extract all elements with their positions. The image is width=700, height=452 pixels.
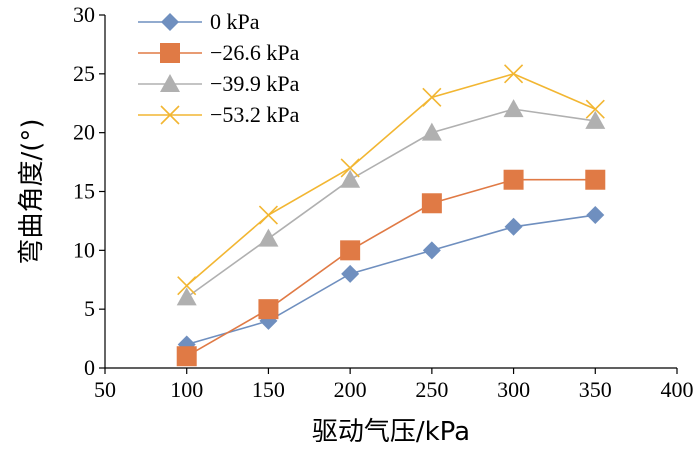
y-tick-label: 10	[73, 237, 95, 262]
data-point	[341, 264, 360, 283]
legend-marker	[160, 105, 180, 125]
x-axis-title: 驱动气压/kPa	[312, 417, 470, 447]
x-tick-label: 150	[252, 377, 285, 402]
data-point	[586, 206, 605, 225]
series-line	[186, 178, 596, 357]
data-point	[421, 193, 442, 214]
y-tick-label: 25	[73, 61, 95, 86]
data-point	[585, 99, 605, 119]
y-tick-label: 30	[73, 2, 95, 27]
x-tick-label: 400	[661, 377, 694, 402]
data-point	[422, 241, 441, 260]
series-line	[186, 108, 596, 299]
data-point	[503, 169, 524, 190]
legend-marker	[160, 43, 180, 63]
y-tick-label: 5	[84, 296, 95, 321]
series-0	[177, 206, 605, 354]
data-point	[504, 217, 523, 236]
legend: 0 kPa −26.6 kPa −39.9 kPa −53.2 kPa	[138, 9, 300, 127]
data-point	[176, 346, 197, 367]
data-point	[340, 169, 361, 188]
y-axis-ticks: 0 5 10 15 20 25 30	[73, 2, 105, 380]
legend-entry-2: −39.9 kPa	[138, 71, 300, 96]
series-line	[186, 214, 596, 346]
data-point	[176, 287, 197, 306]
legend-entry-1: −26.6 kPa	[138, 40, 300, 65]
x-axis-ticks: 50 100 150 200 250 300 350 400	[94, 368, 694, 402]
data-point	[258, 299, 279, 320]
data-point	[585, 110, 606, 129]
series-2	[176, 99, 606, 306]
legend-marker	[161, 13, 179, 31]
data-point	[177, 276, 197, 296]
x-tick-label: 300	[497, 377, 530, 402]
legend-marker	[160, 74, 180, 92]
data-point	[585, 169, 606, 190]
legend-label: 0 kPa	[210, 9, 260, 34]
x-tick-label: 50	[94, 377, 116, 402]
series-line	[186, 72, 596, 287]
y-tick-label: 20	[73, 120, 95, 145]
data-point	[340, 158, 360, 178]
data-point	[340, 240, 361, 261]
data-point	[421, 122, 442, 141]
data-point	[503, 99, 524, 118]
x-tick-label: 200	[334, 377, 367, 402]
data-point	[258, 205, 278, 225]
legend-label: −53.2 kPa	[210, 102, 300, 127]
series-3	[177, 64, 605, 296]
legend-label: −39.9 kPa	[210, 71, 300, 96]
legend-entry-3: −53.2 kPa	[138, 102, 300, 127]
x-tick-label: 350	[579, 377, 612, 402]
y-tick-label: 15	[73, 179, 95, 204]
data-point	[504, 64, 524, 84]
data-point	[422, 87, 442, 107]
y-axis-title: 弯曲角度/(°)	[17, 118, 47, 264]
y-tick-label: 0	[84, 355, 95, 380]
x-tick-label: 250	[415, 377, 448, 402]
data-point	[258, 228, 279, 247]
axes	[104, 15, 677, 369]
legend-entry-0: 0 kPa	[138, 9, 260, 34]
x-tick-label: 100	[170, 377, 203, 402]
series-layer	[176, 64, 606, 367]
series-1	[176, 169, 606, 367]
legend-label: −26.6 kPa	[210, 40, 300, 65]
